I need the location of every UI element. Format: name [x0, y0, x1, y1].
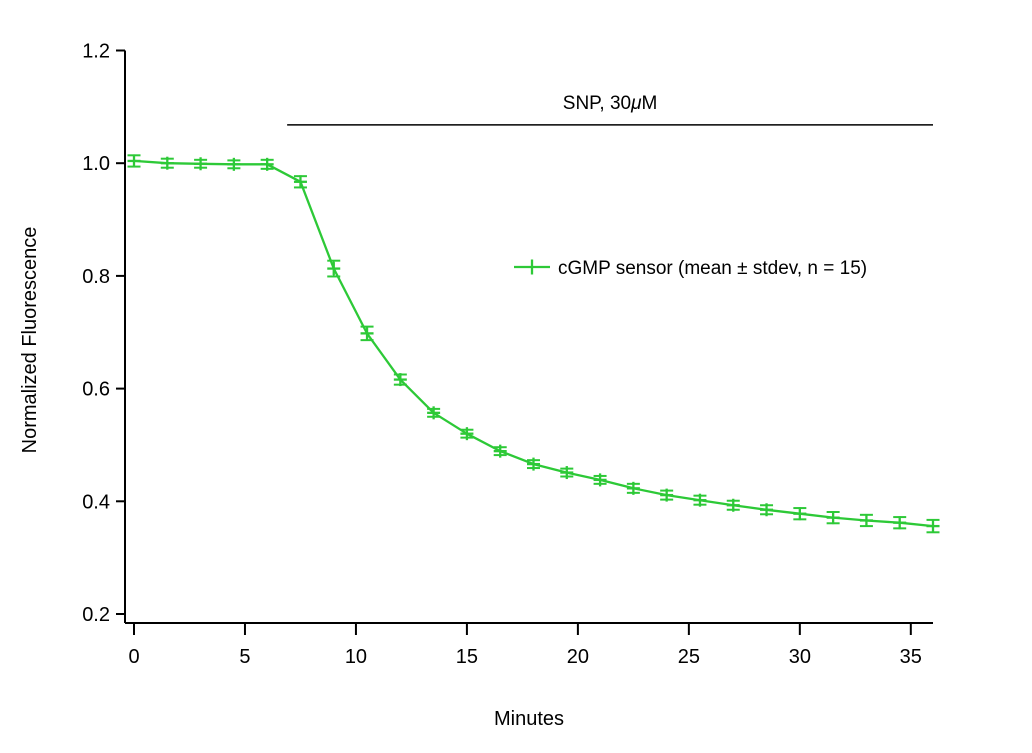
y-tick-label: 0.2 [82, 604, 110, 626]
x-tick-label: 5 [239, 646, 250, 668]
x-tick-label: 15 [456, 646, 478, 668]
y-tick-label: 0.4 [82, 491, 110, 513]
y-tick-label: 1.2 [82, 41, 110, 63]
x-axis-label: Minutes [494, 708, 564, 730]
legend: cGMP sensor (mean ± stdev, n = 15) [514, 258, 867, 279]
data-series [127, 154, 940, 534]
x-tick-label: 35 [900, 646, 922, 668]
data-line [133, 159, 934, 528]
y-tick-label: 0.6 [82, 379, 110, 401]
plot-layer: 0 5 10 15 20 25 30 35 1.2 1.0 0.8 0.6 0.4 0.2 SNP, 30μ… [82, 41, 940, 668]
y-tick-label: 1.0 [82, 153, 110, 175]
x-tick-label: 20 [567, 646, 589, 668]
x-tick-label: 0 [128, 646, 139, 668]
snp-treatment-label: SNP, 30μM [563, 93, 658, 114]
x-tick-label: 30 [789, 646, 811, 668]
x-tick-label: 25 [678, 646, 700, 668]
legend-label: cGMP sensor (mean ± stdev, n = 15) [558, 258, 867, 279]
y-tick-label: 0.8 [82, 266, 110, 288]
x-tick-label: 10 [345, 646, 367, 668]
y-axis-label: Normalized Fluorescence [19, 227, 41, 454]
